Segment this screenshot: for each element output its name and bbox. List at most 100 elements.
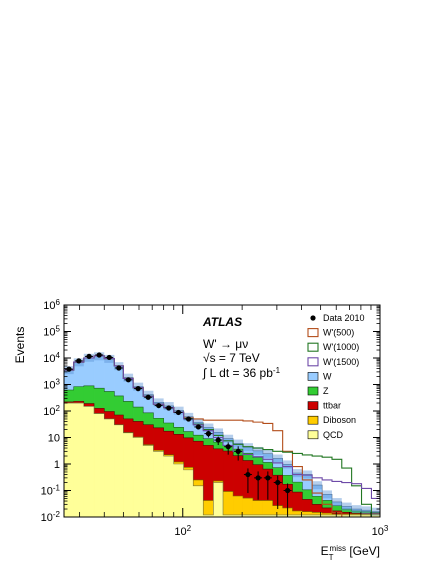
bar-qcd-5 bbox=[114, 424, 124, 517]
y-tick-label-7: 105 bbox=[43, 324, 60, 339]
legend-fill-swatch bbox=[307, 401, 319, 410]
bar-qcd-3 bbox=[93, 413, 105, 517]
legend-entry-5: Z bbox=[307, 386, 329, 396]
legend-line-swatch bbox=[307, 357, 319, 367]
error-band-bin-20 bbox=[262, 449, 273, 458]
bar-qcd-0 bbox=[64, 402, 74, 517]
data-point-15 bbox=[215, 437, 221, 443]
data-point-18 bbox=[245, 471, 251, 478]
energy-label: √s = 7 TeV bbox=[203, 351, 260, 365]
error-band-bin-13 bbox=[193, 418, 204, 427]
bar-diboson-16 bbox=[222, 491, 234, 517]
data-point-4 bbox=[106, 354, 112, 361]
bar-diboson-19 bbox=[252, 500, 264, 517]
error-band-bin-15 bbox=[213, 428, 224, 437]
data-point-7 bbox=[135, 386, 141, 392]
bar-qcd-11 bbox=[173, 463, 184, 517]
bar-qcd-6 bbox=[123, 432, 134, 517]
data-point-5 bbox=[116, 365, 122, 371]
atlas-label: ATLAS bbox=[202, 315, 242, 329]
data-point-8 bbox=[145, 394, 151, 400]
legend-entry-2: W'(1000) bbox=[307, 342, 359, 352]
y-tick-label-4: 102 bbox=[43, 404, 60, 419]
error-band-bin-29 bbox=[351, 505, 362, 514]
y-tick-label-3: 10 bbox=[48, 433, 60, 445]
data-point-19 bbox=[255, 475, 261, 481]
legend-label: W'(500) bbox=[323, 328, 354, 338]
error-band-bin-22 bbox=[282, 460, 293, 469]
data-point-2 bbox=[86, 353, 92, 359]
data-point-9 bbox=[156, 402, 162, 409]
legend-label: Diboson bbox=[323, 415, 356, 425]
legend-entry-3: W'(1500) bbox=[307, 357, 359, 367]
outline-qcd bbox=[64, 402, 380, 517]
legend-label: W'(1000) bbox=[323, 342, 359, 352]
error-band-bin-21 bbox=[272, 454, 283, 463]
legend-fill-swatch bbox=[307, 372, 319, 381]
y-axis-title: Events bbox=[13, 327, 27, 364]
bar-diboson-17 bbox=[232, 495, 244, 517]
legend-fill-swatch bbox=[307, 430, 319, 440]
y-tick-label-1: 10-1 bbox=[41, 483, 61, 498]
data-point-12 bbox=[185, 416, 192, 422]
y-tick-label-5: 103 bbox=[43, 377, 60, 392]
data-point-17 bbox=[235, 448, 241, 454]
x-tick-label-1: 103 bbox=[372, 524, 389, 539]
error-band-bin-23 bbox=[292, 469, 303, 478]
data-point-6 bbox=[125, 377, 131, 383]
error-band-bin-28 bbox=[341, 502, 352, 511]
y-tick-label-0: 10-2 bbox=[41, 510, 61, 525]
data-point-22 bbox=[284, 487, 291, 494]
legend-entry-0: Data 2010 bbox=[310, 313, 365, 323]
legend-fill-swatch bbox=[307, 415, 319, 425]
bar-diboson-18 bbox=[242, 497, 254, 517]
stack-qcd bbox=[64, 402, 380, 517]
error-band-bin-14 bbox=[203, 423, 214, 432]
bar-diboson-20 bbox=[262, 500, 273, 517]
bar-qcd-13 bbox=[193, 485, 204, 517]
error-band-bin-31 bbox=[371, 507, 380, 516]
data-point-11 bbox=[175, 409, 182, 416]
outline-ttbar bbox=[64, 401, 380, 517]
bar-qcd-10 bbox=[163, 455, 174, 517]
data-point-20 bbox=[265, 475, 271, 481]
y-tick-label-8: 106 bbox=[43, 298, 60, 313]
error-band-bin-9 bbox=[153, 398, 164, 407]
data-point-0 bbox=[66, 366, 72, 372]
legend-line-swatch bbox=[307, 342, 319, 352]
error-band-bin-19 bbox=[252, 446, 263, 455]
bar-qcd-8 bbox=[142, 445, 154, 517]
legend-label: W bbox=[323, 371, 332, 381]
legend-entry-1: W'(500) bbox=[307, 328, 354, 338]
data-point-13 bbox=[195, 424, 201, 430]
bar-qcd-1 bbox=[73, 402, 84, 517]
error-band-bin-25 bbox=[312, 481, 323, 490]
bar-qcd-9 bbox=[153, 451, 164, 517]
data-point-21 bbox=[275, 479, 281, 486]
legend-entry-4: W bbox=[307, 371, 332, 381]
legend-label: ttbar bbox=[323, 401, 341, 411]
legend-entry-8: QCD bbox=[307, 430, 344, 440]
x-axis-title: ETmiss [GeV] bbox=[321, 544, 380, 562]
error-band-bin-26 bbox=[322, 490, 332, 499]
data-point-14 bbox=[205, 431, 212, 437]
bar-qcd-12 bbox=[183, 469, 194, 517]
data-point-16 bbox=[225, 444, 231, 450]
axes: 10-2 10-1 1 10 102 103 104 105 106 102 103 bbox=[41, 298, 389, 539]
legend-line-swatch bbox=[307, 328, 319, 338]
legend-label: Z bbox=[323, 386, 329, 396]
y-tick-label-6: 104 bbox=[43, 351, 60, 366]
lumi-label: ∫ L dt = 36 pb-1 bbox=[202, 366, 281, 381]
process-label: W' → μν bbox=[203, 337, 248, 351]
data-points bbox=[64, 352, 292, 517]
bar-qcd-15 bbox=[213, 482, 224, 517]
bar-qcd-7 bbox=[132, 437, 144, 517]
legend-label: QCD bbox=[323, 430, 344, 440]
legend-label: Data 2010 bbox=[323, 313, 365, 323]
error-band-bin-30 bbox=[361, 506, 372, 515]
data-point-3 bbox=[96, 352, 102, 358]
bar-qcd-2 bbox=[83, 406, 95, 517]
legend-fill-swatch bbox=[307, 386, 319, 396]
